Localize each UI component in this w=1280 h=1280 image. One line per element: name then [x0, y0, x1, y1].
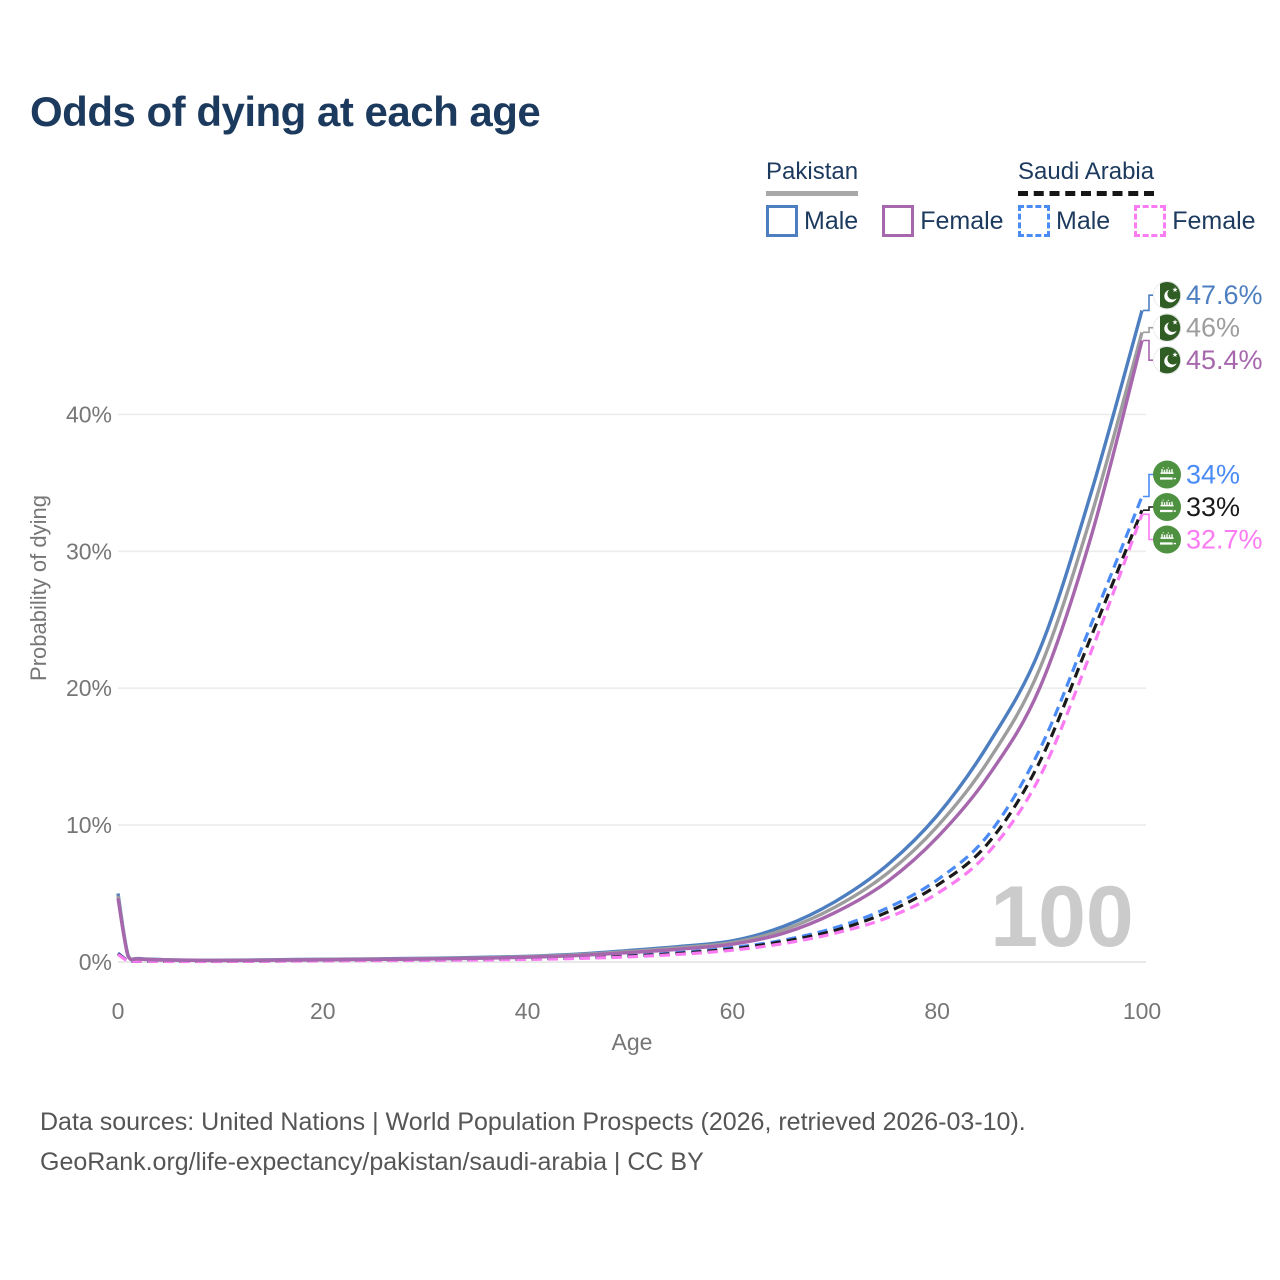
end-label-saudi-arabia-male: 34%: [1186, 460, 1240, 490]
legend-country-saudi-arabia: Saudi Arabia: [1018, 158, 1155, 196]
pakistan-flag-icon: [1153, 346, 1181, 374]
end-label-pakistan-female: 45.4%: [1186, 345, 1263, 375]
saudi-female-swatch-icon: [1134, 205, 1167, 237]
label-connector: [1143, 473, 1154, 498]
end-label-saudi-arabia-both-sexes: 33%: [1186, 492, 1240, 522]
page-title: Odds of dying at each age: [30, 88, 541, 135]
label-connector: [1143, 513, 1154, 541]
x-tick-label-40: 40: [515, 998, 541, 1024]
legend-item-label: Male: [1056, 206, 1111, 235]
saudi-arabia-flag-icon: [1153, 461, 1181, 489]
x-tick-label-60: 60: [720, 998, 746, 1024]
saudi-male-swatch-icon: [1018, 205, 1050, 237]
legend-item-label: Female: [1172, 206, 1256, 235]
x-axis-title: Age: [612, 1029, 653, 1055]
pakistan-male-swatch-icon: [766, 205, 798, 237]
end-label-pakistan-male: 47.6%: [1186, 280, 1263, 310]
series-line-saudi-arabia-both-sexes[interactable]: [117, 509, 1144, 964]
legend-group-saudi-arabia: Saudi Arabia Male Female: [1018, 158, 1256, 237]
y-tick-label-10: 10%: [66, 812, 112, 838]
label-connector: [1143, 294, 1154, 312]
end-label-pakistan-both-sexes: 46%: [1186, 313, 1240, 343]
legend-country-pakistan: Pakistan: [766, 158, 859, 196]
y-tick-label-0: 0%: [79, 949, 112, 975]
saudi-arabia-flag-icon: [1153, 493, 1181, 521]
legend-group-pakistan: Pakistan Male Female: [766, 158, 1004, 237]
legend-item-label: Male: [804, 206, 859, 235]
x-tick-label-80: 80: [924, 998, 950, 1024]
label-connector: [1143, 326, 1154, 334]
y-tick-label-40: 40%: [66, 401, 112, 427]
legend-item-pakistan-male[interactable]: Male: [766, 205, 858, 237]
series-line-saudi-arabia-male[interactable]: [116, 495, 1144, 963]
pakistan-female-swatch-icon: [882, 205, 915, 237]
footer-url: GeoRank.org/life-expectancy/pakistan/sau…: [40, 1148, 704, 1176]
age-counter-watermark: 100: [990, 869, 1134, 965]
footer-attribution: Data sources: United Nations | World Pop…: [40, 1102, 1026, 1182]
pakistan-flag-icon: [1153, 314, 1181, 342]
y-axis-title: Probability of dying: [26, 495, 51, 681]
label-connector: [1143, 339, 1154, 361]
y-tick-label-30: 30%: [66, 538, 112, 564]
series-line-saudi-arabia-female[interactable]: [117, 513, 1144, 964]
x-tick-label-20: 20: [310, 998, 336, 1024]
series-line-pakistan-female[interactable]: [116, 340, 1144, 963]
legend-item-pakistan-female[interactable]: Female: [882, 205, 1004, 237]
end-label-saudi-arabia-female: 32.7%: [1186, 525, 1263, 555]
x-tick-label-0: 0: [112, 998, 125, 1024]
y-tick-label-20: 20%: [66, 675, 112, 701]
legend-item-saudi-male[interactable]: Male: [1018, 205, 1110, 237]
series-line-pakistan-both-sexes[interactable]: [116, 331, 1144, 963]
saudi-arabia-flag-icon: [1153, 526, 1181, 554]
footer-data-sources: Data sources: United Nations | World Pop…: [40, 1108, 1026, 1136]
legend-item-label: Female: [920, 206, 1004, 235]
pakistan-flag-icon: [1153, 281, 1181, 309]
legend-item-saudi-female[interactable]: Female: [1134, 205, 1256, 237]
label-connector: [1143, 506, 1154, 511]
series-line-pakistan-male[interactable]: [116, 309, 1144, 962]
x-tick-label-100: 100: [1123, 998, 1161, 1024]
